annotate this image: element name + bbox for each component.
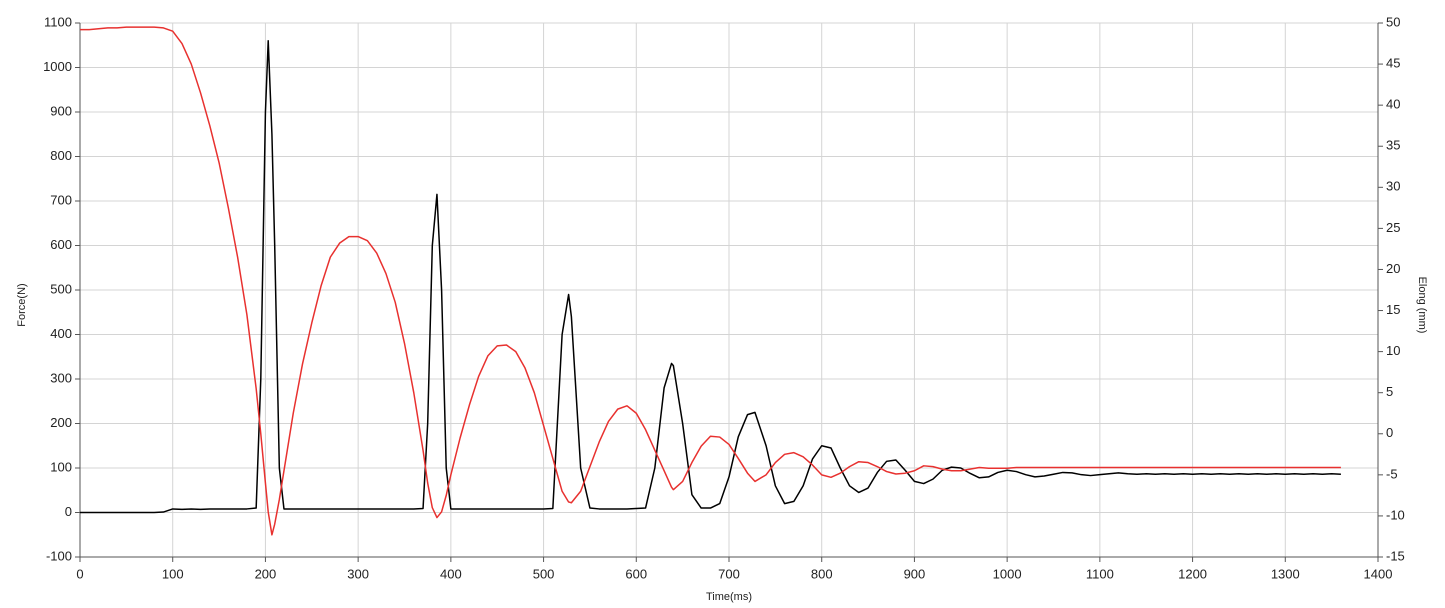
y-tick-label: 700 <box>50 192 72 207</box>
x-tick-label: 100 <box>162 566 184 581</box>
x-tick-label: 200 <box>255 566 277 581</box>
x-tick-label: 0 <box>76 566 83 581</box>
y2-tick-label: 50 <box>1386 14 1400 29</box>
y2-tick-label: 35 <box>1386 138 1400 153</box>
x-tick-label: 1400 <box>1364 566 1393 581</box>
x-tick-label: 800 <box>811 566 833 581</box>
y-tick-label: 800 <box>50 148 72 163</box>
y-tick-label: 100 <box>50 459 72 474</box>
y2-tick-label: -5 <box>1386 466 1398 481</box>
y2-tick-label: 0 <box>1386 425 1393 440</box>
y-tick-label: -100 <box>46 548 72 563</box>
y2-tick-label: -10 <box>1386 507 1405 522</box>
x-tick-label: 700 <box>718 566 740 581</box>
y2-tick-label: 5 <box>1386 384 1393 399</box>
y2-tick-label: 10 <box>1386 343 1400 358</box>
x-tick-label: 600 <box>625 566 647 581</box>
x-tick-label: 1300 <box>1271 566 1300 581</box>
y2-tick-label: 20 <box>1386 261 1400 276</box>
x-tick-label: 1100 <box>1086 566 1114 581</box>
y-tick-label: 300 <box>50 370 72 385</box>
x-tick-label: 900 <box>904 566 926 581</box>
x-tick-label: 500 <box>533 566 555 581</box>
y2-tick-label: 45 <box>1386 56 1400 71</box>
y-tick-label: 1100 <box>44 14 72 29</box>
y2-tick-label: 30 <box>1386 179 1400 194</box>
x-tick-label: 1000 <box>993 566 1022 581</box>
x-tick-label: 300 <box>347 566 369 581</box>
x-axis-title: Time(ms) <box>706 591 752 603</box>
y2-tick-label: 25 <box>1386 220 1400 235</box>
y-tick-label: 400 <box>50 326 72 341</box>
y-tick-label: 1000 <box>43 59 72 74</box>
y2-axis-title: Elong (mm) <box>1416 277 1428 334</box>
y-tick-label: 900 <box>50 103 72 118</box>
data-line <box>80 26 1341 536</box>
x-tick-label: 1200 <box>1178 566 1207 581</box>
x-tick-label: 400 <box>440 566 462 581</box>
y-axis-title: Force(N) <box>16 283 28 326</box>
y-tick-label: 200 <box>50 415 72 430</box>
data-line <box>80 40 1341 514</box>
y2-tick-label: 40 <box>1386 97 1400 112</box>
y-tick-label: 600 <box>50 237 72 252</box>
y2-tick-label: 15 <box>1386 302 1400 317</box>
y-tick-label: 500 <box>50 281 72 296</box>
y-tick-label: 0 <box>65 504 72 519</box>
y2-tick-label: -15 <box>1386 548 1405 563</box>
